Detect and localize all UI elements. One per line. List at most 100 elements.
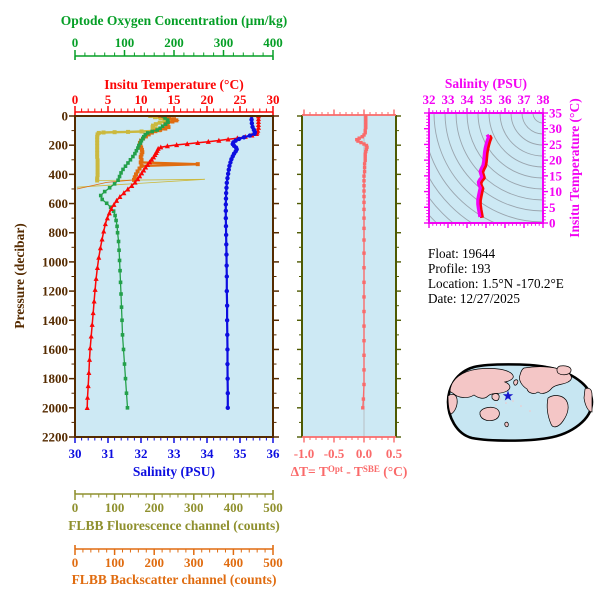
main-plot-series xyxy=(76,116,262,411)
svg-text:38: 38 xyxy=(537,92,551,107)
svg-text:1800: 1800 xyxy=(42,371,68,386)
land-eurasia xyxy=(449,368,514,399)
float-location-star xyxy=(502,390,514,401)
svg-text:20: 20 xyxy=(201,92,214,107)
svg-text:5: 5 xyxy=(105,92,112,107)
svg-text:300: 300 xyxy=(214,35,234,50)
svg-text:2200: 2200 xyxy=(42,430,68,445)
delta-t-plot: -1.0 -0.5 0.0 0.5 ΔT= TOpt - TSBE (°C) xyxy=(291,109,408,479)
location-text: Location: 1.5°N -170.2°E xyxy=(428,276,564,291)
delta-plot-background xyxy=(302,115,396,437)
svg-text:32: 32 xyxy=(135,446,148,461)
svg-text:35: 35 xyxy=(234,446,248,461)
svg-text:200: 200 xyxy=(144,500,164,515)
svg-text:500: 500 xyxy=(263,500,283,515)
land-new-zealand xyxy=(504,421,509,428)
svg-text:200: 200 xyxy=(164,35,184,50)
svg-text:200: 200 xyxy=(144,555,164,570)
svg-text:33: 33 xyxy=(442,92,456,107)
svg-text:1200: 1200 xyxy=(42,284,68,299)
svg-text:-1.0: -1.0 xyxy=(294,446,315,461)
svg-text:32: 32 xyxy=(423,92,436,107)
pacific-islands xyxy=(495,398,531,412)
svg-text:100: 100 xyxy=(105,500,125,515)
svg-text:36: 36 xyxy=(499,92,513,107)
svg-text:0.0: 0.0 xyxy=(356,446,372,461)
svg-text:400: 400 xyxy=(224,555,244,570)
svg-text:30: 30 xyxy=(69,446,82,461)
svg-text:500: 500 xyxy=(263,555,283,570)
svg-text:35: 35 xyxy=(480,92,494,107)
svg-text:31: 31 xyxy=(102,446,115,461)
svg-text:5: 5 xyxy=(549,200,556,215)
delta-axis-title: ΔT= TOpt - TSBE (°C) xyxy=(291,464,408,479)
ts-salinity-axis-title: Salinity (PSU) xyxy=(445,76,527,91)
svg-text:300: 300 xyxy=(184,500,204,515)
svg-text:400: 400 xyxy=(224,500,244,515)
ts-curve-group xyxy=(476,133,493,219)
pressure-axis-title: Pressure (decibar) xyxy=(12,223,27,329)
ts-temperature-axis-title: Insitu Temperature (°C) xyxy=(567,98,582,237)
land-africa-east-sliver xyxy=(583,387,593,413)
svg-text:33: 33 xyxy=(168,446,182,461)
svg-text:36: 36 xyxy=(267,446,281,461)
salinity-axis-title: Salinity (PSU) xyxy=(133,464,215,479)
pressure-axis-ticks: 0 200 400 600 800 1000 1200 1400 1600 1800 2000 220… xyxy=(42,109,279,445)
backscatter-axis-title: FLBB Backscatter channel (counts) xyxy=(72,572,277,587)
main-plot-axes: 0 100 200 300 400 0 5 10 15 20 25 30 30 31 32 33 34 35 36 0… xyxy=(69,35,283,570)
land-japan xyxy=(513,379,519,386)
svg-text:200: 200 xyxy=(49,138,69,153)
svg-text:300: 300 xyxy=(184,555,204,570)
float-id-text: Float: 19644 xyxy=(428,246,495,261)
svg-text:800: 800 xyxy=(49,225,69,240)
svg-text:1000: 1000 xyxy=(42,254,68,269)
date-text: Date: 12/27/2025 xyxy=(428,291,520,306)
svg-text:1400: 1400 xyxy=(42,313,68,328)
svg-text:34: 34 xyxy=(201,446,215,461)
main-profile-plot: Optode Oxygen Concentration (µm/kg) Insi… xyxy=(12,13,287,587)
main-plot-background xyxy=(75,116,273,437)
float-metadata: Float: 19644 Profile: 193 Location: 1.5°… xyxy=(428,246,564,306)
svg-text:25: 25 xyxy=(234,92,248,107)
land-greenland xyxy=(556,365,572,376)
svg-text:2000: 2000 xyxy=(42,400,68,415)
svg-text:0: 0 xyxy=(72,500,79,515)
svg-text:10: 10 xyxy=(549,184,562,199)
delta-plot-series xyxy=(355,115,369,437)
svg-text:1600: 1600 xyxy=(42,342,68,357)
svg-text:400: 400 xyxy=(263,35,283,50)
profile-number-text: Profile: 193 xyxy=(428,261,491,276)
svg-text:15: 15 xyxy=(549,168,563,183)
svg-text:0: 0 xyxy=(72,555,79,570)
svg-text:0: 0 xyxy=(72,35,79,50)
svg-text:20: 20 xyxy=(549,153,562,168)
land-australia xyxy=(479,406,500,421)
svg-text:35: 35 xyxy=(549,106,563,121)
svg-text:34: 34 xyxy=(461,92,475,107)
svg-text:-0.5: -0.5 xyxy=(324,446,345,461)
svg-text:15: 15 xyxy=(168,92,182,107)
svg-text:30: 30 xyxy=(267,92,280,107)
oxygen-axis-title: Optode Oxygen Concentration (µm/kg) xyxy=(61,13,287,28)
delta-plot-axes: -1.0 -0.5 0.0 0.5 xyxy=(294,109,403,461)
land-southeast-asia xyxy=(491,393,500,401)
svg-text:400: 400 xyxy=(49,167,69,182)
svg-text:25: 25 xyxy=(549,137,563,152)
svg-text:0: 0 xyxy=(72,92,79,107)
svg-text:100: 100 xyxy=(105,555,125,570)
svg-text:0: 0 xyxy=(62,109,69,124)
land-africa-west-sliver xyxy=(447,393,458,415)
svg-text:10: 10 xyxy=(135,92,148,107)
temperature-axis-title: Insitu Temperature (°C) xyxy=(104,77,243,92)
land-south-america xyxy=(546,395,569,428)
world-map xyxy=(446,363,594,442)
map-landmasses xyxy=(447,365,593,428)
svg-text:0.5: 0.5 xyxy=(386,446,403,461)
svg-text:100: 100 xyxy=(115,35,135,50)
fluorescence-axis-title: FLBB Fluorescence channel (counts) xyxy=(68,518,280,533)
svg-text:0: 0 xyxy=(549,216,556,231)
